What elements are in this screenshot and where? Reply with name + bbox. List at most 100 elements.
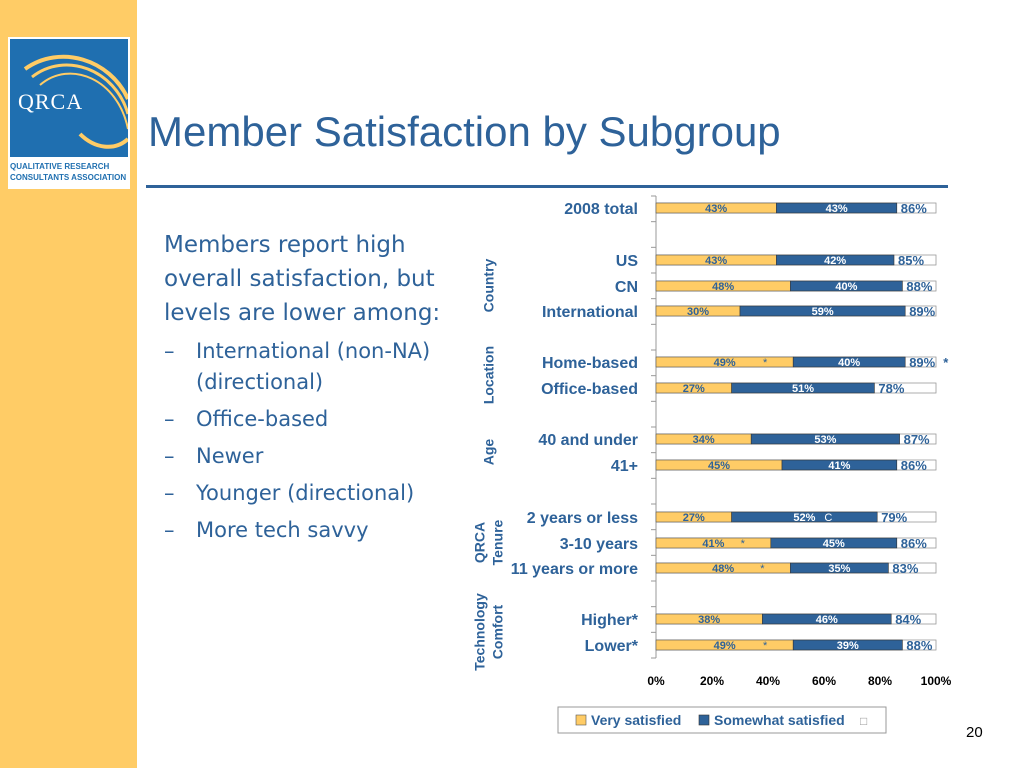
data-label-very-satisfied: 27% (683, 512, 705, 524)
group-label: Country (481, 258, 497, 312)
data-label-very-satisfied: 41% (702, 538, 724, 550)
data-label-very-satisfied: 48% (712, 563, 734, 575)
total-label: 88% (906, 638, 932, 653)
x-tick-label: 40% (756, 674, 780, 688)
data-label-somewhat-satisfied: 40% (838, 357, 860, 369)
data-label-somewhat-satisfied: 42% (824, 255, 846, 267)
x-tick-label: 100% (921, 674, 952, 688)
bullet-text: More tech savvy (196, 518, 369, 542)
page-number: 20 (966, 724, 983, 741)
total-label: 79% (881, 510, 907, 525)
bullet-item: – Newer (164, 444, 264, 468)
category-label: 2 years or less (527, 510, 638, 527)
qrca-logo: QRCA QUALITATIVE RESEARCH CONSULTANTS AS… (8, 37, 130, 189)
data-label-somewhat-satisfied: 52% (793, 512, 815, 524)
bar-somewhat-satisfied (739, 305, 906, 317)
bar-somewhat-satisfied (731, 511, 878, 523)
x-tick-label: 60% (812, 674, 836, 688)
bar-somewhat-satisfied (781, 459, 898, 471)
significance-flag: * (763, 640, 768, 652)
x-tick-label: 20% (700, 674, 724, 688)
logo-caption-line1: QUALITATIVE RESEARCH (10, 162, 110, 171)
x-tick-label: 0% (647, 674, 665, 688)
data-label-somewhat-satisfied: 43% (826, 203, 848, 215)
significance-flag: * (741, 538, 746, 550)
logo-caption: QUALITATIVE RESEARCH CONSULTANTS ASSOCIA… (10, 161, 130, 183)
title-divider (146, 185, 948, 188)
category-label: 2008 total (564, 201, 638, 218)
group-label: Age (481, 439, 497, 466)
legend-swatch-somewhat-satisfied (698, 714, 710, 726)
total-label: 89% (909, 304, 935, 319)
bar-somewhat-satisfied (750, 433, 900, 445)
summary-bullet-list: – International (non-NA) (directional) – O… (164, 336, 464, 546)
x-tick-label: 80% (868, 674, 892, 688)
data-label-somewhat-satisfied: 35% (828, 563, 850, 575)
bar-somewhat-satisfied (790, 562, 889, 574)
category-label: Higher* (581, 612, 639, 629)
total-label: 89% (909, 355, 935, 370)
total-label: 83% (892, 561, 918, 576)
total-label: 85% (898, 253, 924, 268)
group-label: Comfort (490, 604, 506, 659)
logo-caption-line2: CONSULTANTS ASSOCIATION (10, 173, 127, 182)
bullet-text: Newer (196, 444, 264, 468)
bar-somewhat-satisfied (792, 639, 903, 651)
total-label: 84% (895, 612, 921, 627)
total-label: 88% (906, 279, 932, 294)
total-label: 87% (904, 432, 930, 447)
category-label: Home-based (542, 355, 638, 372)
bar-somewhat-satisfied (776, 202, 898, 214)
legend-remainder-symbol: □ (860, 714, 867, 728)
data-label-somewhat-satisfied: 59% (812, 306, 834, 318)
total-label: 86% (901, 458, 927, 473)
logo-swoosh-icon (23, 54, 128, 149)
bullet-item: – Younger (directional) (164, 481, 415, 505)
category-label: International (542, 304, 638, 321)
bar-somewhat-satisfied (776, 254, 895, 266)
bullet-item: – More tech savvy (164, 518, 369, 542)
bar-somewhat-satisfied (792, 356, 906, 368)
data-label-somewhat-satisfied: 39% (837, 640, 859, 652)
legend-label-somewhat-satisfied: Somewhat satisfied (714, 712, 845, 728)
data-label-very-satisfied: 49% (714, 640, 736, 652)
category-label: 40 and under (538, 432, 638, 449)
bullet-text: International (non-NA) (directional) (196, 339, 431, 394)
total-label: 86% (901, 201, 927, 216)
data-label-very-satisfied: 49% (714, 357, 736, 369)
summary-lead: Members report high overall satisfaction… (164, 232, 441, 326)
legend-label-very-satisfied: Very satisfied (591, 712, 681, 728)
summary-text: Members report high overall satisfaction… (164, 228, 464, 546)
bar-somewhat-satisfied (790, 280, 903, 292)
data-label-very-satisfied: 48% (712, 281, 734, 293)
bullet-text: Younger (directional) (196, 481, 415, 505)
group-label: Location (481, 346, 497, 404)
category-label: Office-based (541, 381, 638, 398)
significance-flag: C (824, 512, 832, 524)
data-label-very-satisfied: 45% (708, 460, 730, 472)
data-label-somewhat-satisfied: 45% (823, 538, 845, 550)
data-label-somewhat-satisfied: 40% (835, 281, 857, 293)
category-label: 41+ (611, 458, 638, 475)
legend-swatch-very-satisfied (575, 714, 587, 726)
data-label-very-satisfied: 30% (687, 306, 709, 318)
data-label-very-satisfied: 43% (705, 203, 727, 215)
data-label-somewhat-satisfied: 51% (792, 383, 814, 395)
significance-flag: * (760, 563, 765, 575)
bullet-text: Office-based (196, 407, 329, 431)
data-label-very-satisfied: 43% (705, 255, 727, 267)
logo-wordmark: QRCA (18, 89, 84, 114)
category-label: CN (615, 279, 638, 296)
bar-somewhat-satisfied (762, 613, 892, 625)
data-label-somewhat-satisfied: 46% (816, 614, 838, 626)
category-label: US (616, 253, 639, 270)
group-label: Tenure (490, 519, 506, 565)
total-label: 86% (901, 536, 927, 551)
data-label-somewhat-satisfied: 41% (828, 460, 850, 472)
data-label-very-satisfied: 38% (698, 614, 720, 626)
data-label-very-satisfied: 27% (683, 383, 705, 395)
bar-somewhat-satisfied (770, 537, 898, 549)
logo-emblem: QRCA (10, 39, 128, 157)
bullet-item: – International (non-NA) (directional) (164, 339, 431, 394)
category-label: Lower* (585, 638, 639, 655)
